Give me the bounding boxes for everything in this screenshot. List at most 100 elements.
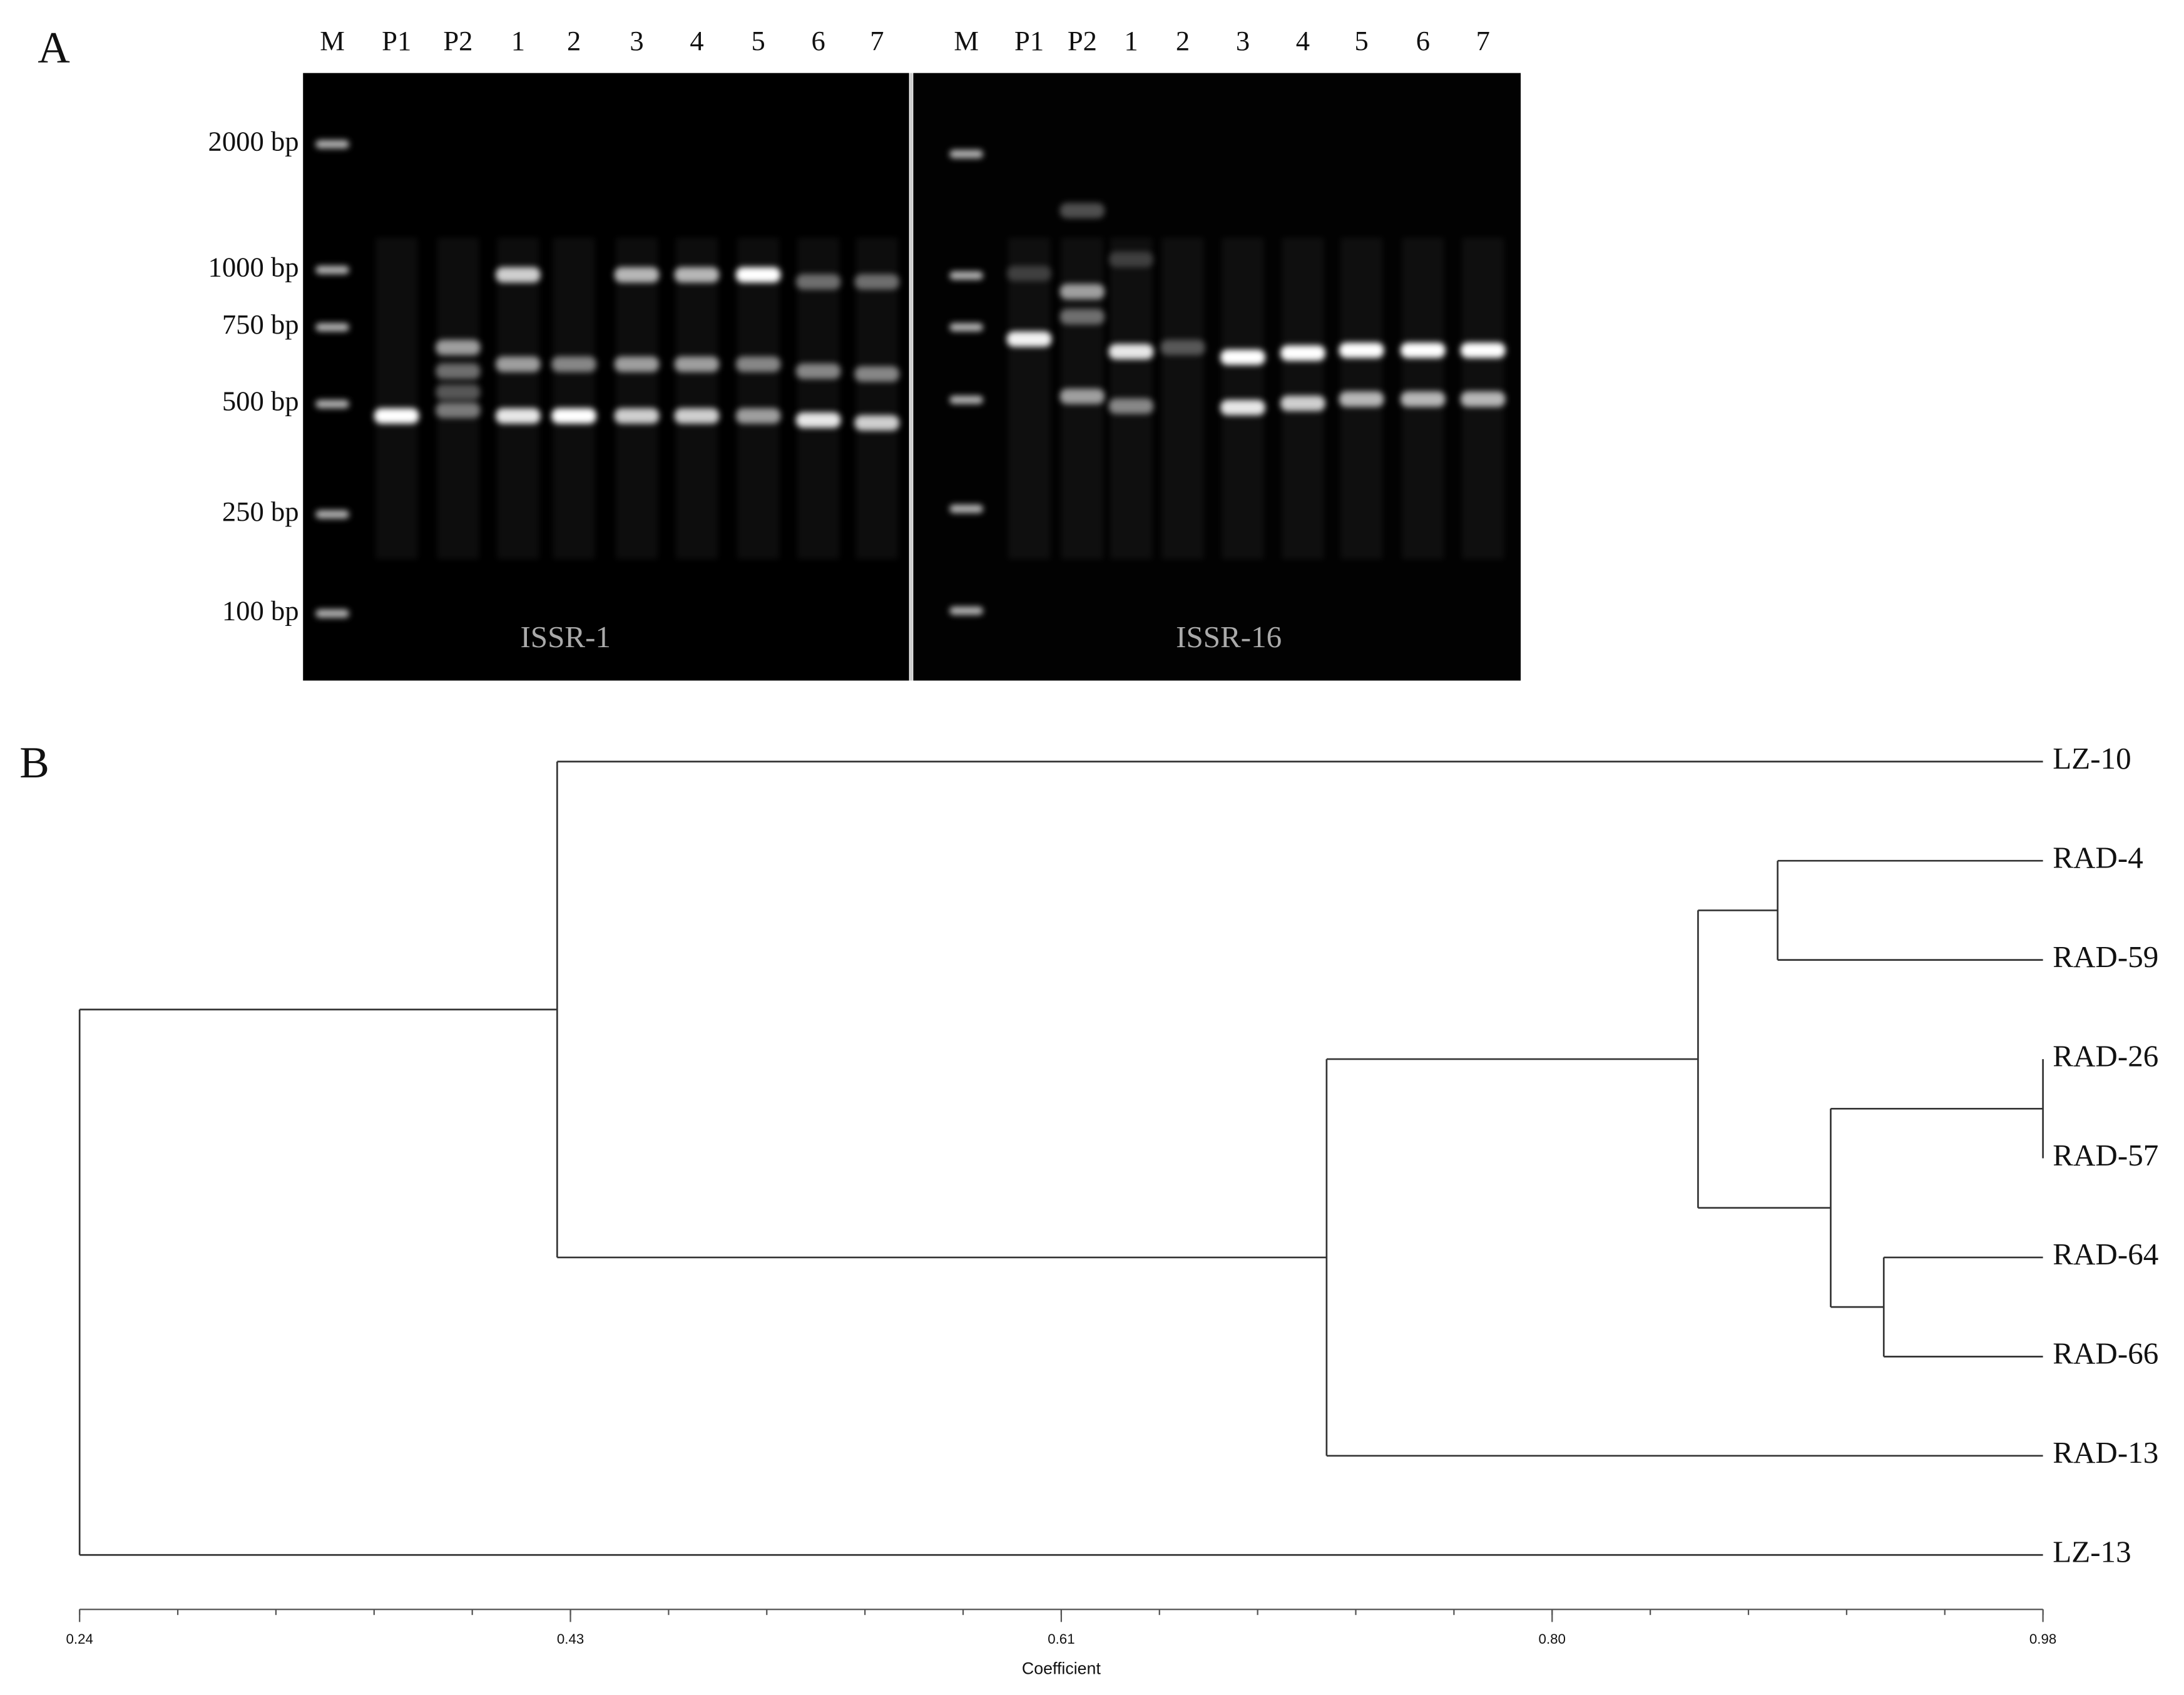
marker-label: 250 bp (222, 496, 299, 527)
band (551, 356, 596, 372)
lane-smear (497, 237, 539, 560)
band (436, 339, 481, 356)
axis-label: Coefficient (1022, 1659, 1101, 1677)
lane-smear (1222, 237, 1264, 560)
lane-label: P1 (1014, 25, 1044, 56)
lane-smear (1008, 237, 1051, 560)
lane-smear (855, 237, 898, 560)
band (614, 267, 660, 283)
ladder-band (949, 504, 983, 513)
band (436, 363, 481, 379)
ladder-band (949, 150, 983, 158)
lane-smear (553, 237, 595, 560)
marker-label: 500 bp (222, 386, 299, 417)
lane-label: 4 (690, 25, 703, 56)
band (614, 356, 660, 372)
band (795, 274, 841, 290)
band (1108, 344, 1154, 360)
band (496, 408, 541, 424)
x-tick-label: 0.43 (557, 1631, 584, 1647)
band (496, 267, 541, 283)
lane-label: 7 (870, 25, 884, 56)
band (1339, 391, 1384, 407)
x-tick-label: 0.98 (2029, 1631, 2056, 1647)
gel-name: ISSR-1 (520, 620, 611, 654)
band (674, 356, 720, 372)
ladder-band (315, 140, 349, 149)
lane-label: 1 (511, 25, 525, 56)
lane-smear (375, 237, 418, 560)
gel-name: ISSR-16 (1176, 620, 1282, 654)
lane-label: M (954, 25, 979, 56)
lane-label: 2 (567, 25, 581, 56)
lane-label: 6 (811, 25, 825, 56)
band (1461, 342, 1506, 358)
leaf-label: RAD-4 (2053, 840, 2143, 874)
lane-label: 3 (630, 25, 643, 56)
band (1059, 309, 1105, 325)
band (735, 408, 781, 424)
ladder-band (315, 609, 349, 618)
band (1461, 391, 1506, 407)
leaf-label: RAD-59 (2053, 940, 2158, 974)
lane-label: 6 (1416, 25, 1430, 56)
ladder-band (949, 396, 983, 404)
ladder-band (949, 323, 983, 332)
lane-label: P2 (443, 25, 472, 56)
lane-label: P1 (382, 25, 411, 56)
band (436, 384, 481, 400)
band (436, 402, 481, 418)
band (1006, 331, 1052, 347)
lane-label: 4 (1296, 25, 1310, 56)
lane-label: P2 (1068, 25, 1097, 56)
panel-label: A (38, 23, 70, 73)
ladder-band (315, 265, 349, 274)
panel-label: B (19, 738, 49, 787)
lane-label: 5 (1355, 25, 1369, 56)
leaf-label: RAD-57 (2053, 1138, 2158, 1172)
band (1059, 284, 1105, 300)
ladder-band (949, 607, 983, 615)
leaf-label: RAD-26 (2053, 1038, 2158, 1073)
lane-smear (797, 237, 840, 560)
band (1339, 342, 1384, 358)
band (1280, 396, 1325, 411)
band (795, 412, 841, 428)
band (1220, 399, 1265, 416)
ladder-band (315, 323, 349, 332)
band (735, 267, 781, 283)
band (674, 267, 720, 283)
band (1108, 252, 1154, 267)
leaf-label: RAD-64 (2053, 1237, 2158, 1271)
marker-label: 100 bp (222, 595, 299, 626)
lane-label: M (320, 25, 345, 56)
lane-smear (676, 237, 718, 560)
band (854, 415, 900, 431)
x-tick-label: 0.80 (1539, 1631, 1566, 1647)
lane-smear (616, 237, 658, 560)
ladder-band (315, 510, 349, 519)
band (1401, 342, 1446, 358)
lane-label: 7 (1476, 25, 1490, 56)
band (795, 363, 841, 379)
lane-label: 5 (752, 25, 765, 56)
leaf-label: RAD-13 (2053, 1435, 2158, 1470)
x-tick-label: 0.61 (1048, 1631, 1074, 1647)
band (1059, 203, 1105, 218)
ladder-band (949, 271, 983, 280)
band (374, 408, 419, 424)
band (674, 408, 720, 424)
ladder-band (315, 399, 349, 409)
band (1006, 265, 1052, 282)
band (854, 366, 900, 382)
leaf-label: RAD-66 (2053, 1336, 2158, 1371)
leaf-label: LZ-10 (2053, 741, 2131, 776)
lane-smear (1161, 237, 1204, 560)
band (496, 356, 541, 372)
band (735, 356, 781, 372)
lane-label: 3 (1236, 25, 1250, 56)
band (1401, 391, 1446, 407)
leaf-label: LZ-13 (2053, 1534, 2131, 1569)
